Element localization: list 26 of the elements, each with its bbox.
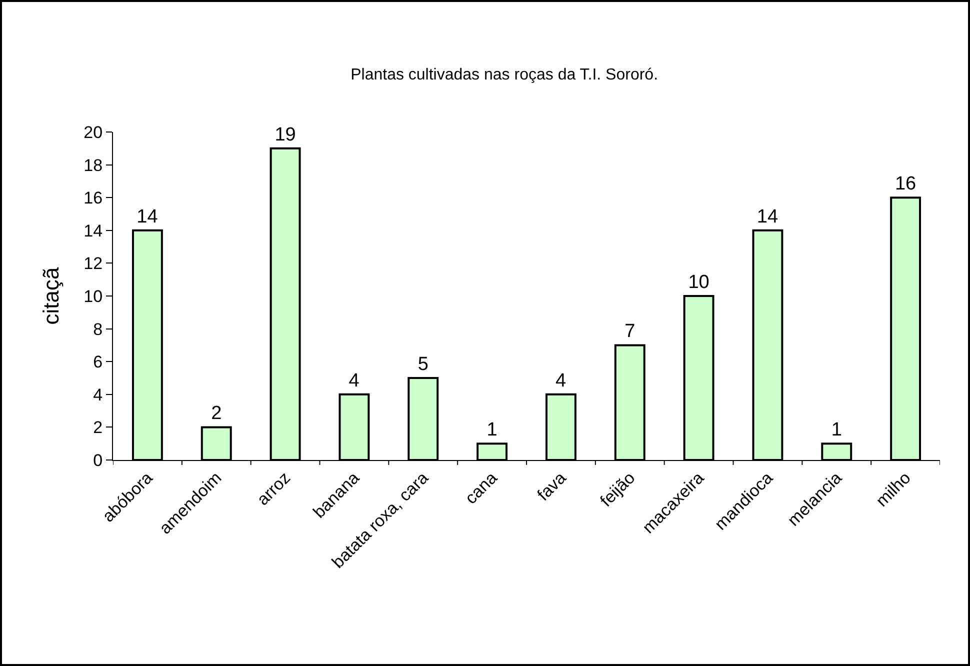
y-tick-label: 10 <box>84 286 103 306</box>
data-label: 19 <box>274 124 296 146</box>
data-label: 1 <box>831 420 842 441</box>
data-label: 5 <box>418 354 428 375</box>
y-tick-label: 8 <box>93 320 103 339</box>
y-tick-label: 16 <box>84 188 103 208</box>
data-label: 2 <box>211 403 222 424</box>
y-tick-label: 2 <box>93 418 103 438</box>
data-label: 4 <box>348 370 360 392</box>
y-tick-label: 14 <box>84 221 103 240</box>
data-label: 7 <box>624 321 636 342</box>
y-tick-label: 0 <box>93 450 103 470</box>
data-label: 1 <box>486 420 498 441</box>
y-axis-title: citaçã <box>38 266 64 325</box>
data-label: 4 <box>555 370 566 392</box>
chart-title: Plantas cultivadas nas roças da T.I. Sororó. <box>350 66 658 84</box>
data-label: 10 <box>688 272 710 293</box>
y-tick-label: 12 <box>84 254 103 274</box>
y-tick-label: 20 <box>84 122 103 142</box>
y-tick-label: 6 <box>93 352 103 372</box>
y-tick-label: 18 <box>84 156 103 175</box>
data-label: 16 <box>894 174 916 195</box>
data-label: 14 <box>756 206 778 228</box>
data-label: 14 <box>136 206 158 228</box>
x-tick-label: fava <box>534 468 570 504</box>
y-tick-label: 4 <box>93 385 103 404</box>
